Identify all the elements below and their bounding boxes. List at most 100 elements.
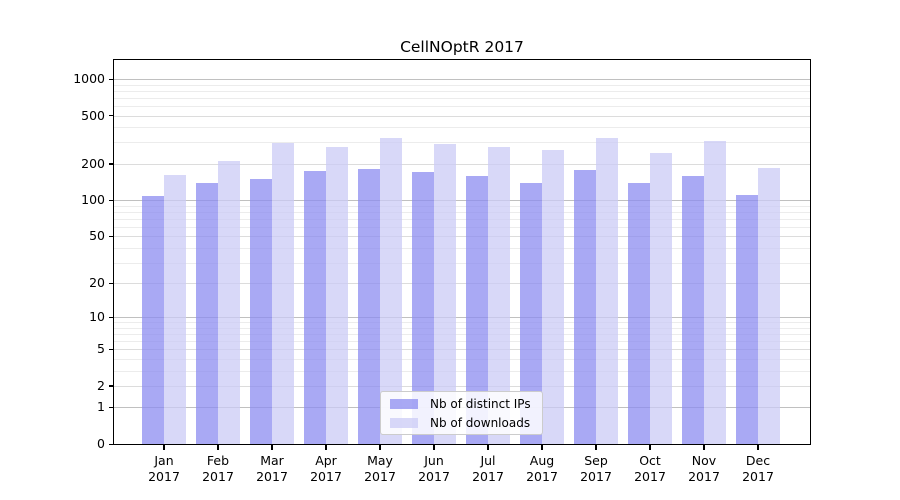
legend-label-downloads: Nb of downloads: [430, 415, 531, 430]
legend-entry-distinct-ips: Nb of distinct IPs: [381, 396, 542, 412]
y-tick-label-1: 1: [97, 399, 105, 415]
y-tick-mark-100: [109, 199, 114, 201]
bar-downloads-aug: [542, 150, 564, 444]
year-label: 2017: [310, 468, 342, 484]
legend-swatch-distinct-ips: [390, 398, 418, 409]
bar-downloads-feb: [218, 161, 240, 444]
bar-downloads-may: [380, 138, 402, 444]
year-label: 2017: [580, 468, 612, 484]
gridline-200: [114, 163, 810, 165]
bar-downloads-oct: [650, 152, 672, 444]
bar-distinct-ips-jan: [142, 196, 164, 444]
gridline-minor: [114, 226, 810, 228]
y-tick-label-2: 2: [97, 377, 105, 393]
gridline-minor: [114, 97, 810, 99]
x-tick-mark-apr: [325, 445, 327, 450]
plot-area: [114, 60, 810, 444]
bar-distinct-ips-sep: [574, 170, 596, 444]
gridline-1000: [114, 79, 810, 80]
y-tick-mark-10: [109, 316, 114, 319]
x-tick-label-nov: Nov 2017: [676, 453, 732, 484]
gridline-5: [114, 349, 810, 351]
gridline-minor: [114, 358, 810, 360]
gridline-minor: [114, 247, 810, 249]
bar-downloads-jan: [164, 174, 186, 444]
year-label: 2017: [526, 468, 558, 484]
y-tick-mark-200: [109, 163, 114, 165]
bar-distinct-ips-mar: [250, 179, 272, 444]
bar-distinct-ips-apr: [304, 171, 326, 444]
gridline-minor: [114, 370, 810, 372]
y-tick-mark-500: [109, 115, 114, 117]
y-tick-label-500: 500: [81, 107, 105, 123]
bar-distinct-ips-feb: [196, 183, 218, 444]
bar-downloads-mar: [272, 143, 294, 444]
bar-downloads-nov: [704, 141, 726, 444]
bar-distinct-ips-nov: [682, 176, 704, 444]
x-tick-mark-aug: [541, 445, 543, 450]
gridline-10: [114, 317, 810, 319]
y-tick-label-10: 10: [89, 309, 105, 325]
month-label: Feb: [206, 453, 230, 468]
gridline-minor: [114, 211, 810, 213]
month-label: Mar: [260, 453, 284, 468]
x-tick-mark-jul: [487, 445, 489, 450]
x-tick-label-jul: Jul 2017: [460, 453, 516, 484]
gridline-minor: [114, 84, 810, 86]
y-tick-mark-1: [109, 406, 114, 409]
gridline-2: [114, 385, 810, 387]
gridline-500: [114, 115, 810, 117]
y-tick-mark-5: [109, 348, 114, 351]
year-label: 2017: [364, 468, 396, 484]
x-tick-label-may: May 2017: [352, 453, 408, 484]
year-label: 2017: [742, 468, 774, 484]
x-tick-mark-jun: [433, 445, 435, 450]
legend-label-distinct-ips: Nb of distinct IPs: [430, 396, 531, 411]
x-tick-mark-feb: [217, 445, 219, 450]
year-label: 2017: [418, 468, 450, 484]
gridline-minor: [114, 105, 810, 107]
y-tick-label-0: 0: [97, 436, 105, 451]
x-tick-mark-jan: [163, 445, 165, 450]
bar-distinct-ips-oct: [628, 183, 650, 444]
bar-distinct-ips-may: [358, 168, 380, 444]
month-label: Aug: [529, 453, 555, 468]
x-tick-label-apr: Apr 2017: [298, 453, 354, 484]
bar-downloads-sep: [596, 137, 618, 444]
gridline-minor: [114, 341, 810, 343]
year-label: 2017: [256, 468, 288, 484]
year-label: 2017: [472, 468, 504, 484]
y-tick-mark-20: [109, 282, 114, 284]
x-tick-mark-nov: [703, 445, 705, 450]
y-tick-label-100: 100: [81, 192, 105, 208]
gridline-minor: [114, 327, 810, 329]
month-label: Oct: [639, 453, 661, 468]
y-tick-label-50: 50: [89, 228, 105, 244]
y-tick-label-5: 5: [97, 341, 105, 357]
bar-distinct-ips-aug: [520, 182, 542, 444]
gridline-minor: [114, 334, 810, 336]
gridline-minor: [114, 205, 810, 207]
gridline-100: [114, 200, 810, 202]
gridline-minor: [114, 142, 810, 144]
gridline-minor: [114, 218, 810, 220]
bar-downloads-jun: [434, 144, 456, 444]
month-label: Jun: [424, 453, 444, 468]
x-tick-label-dec: Dec 2017: [730, 453, 786, 484]
y-tick-label-200: 200: [81, 155, 105, 171]
gridline-20: [114, 283, 810, 285]
month-label: Jul: [480, 453, 496, 468]
gridline-50: [114, 236, 810, 238]
x-tick-label-feb: Feb 2017: [190, 453, 246, 484]
legend: Nb of distinct IPs Nb of downloads: [380, 391, 543, 435]
gridline-minor: [114, 90, 810, 92]
legend-entry-downloads: Nb of downloads: [381, 415, 542, 431]
month-label: Jan: [154, 453, 174, 468]
x-tick-mark-oct: [649, 445, 651, 450]
year-label: 2017: [148, 468, 180, 484]
year-label: 2017: [688, 468, 720, 484]
x-tick-mark-mar: [271, 445, 273, 450]
legend-swatch-downloads: [390, 417, 418, 428]
y-tick-label-1000: 1000: [73, 71, 105, 86]
month-label: May: [367, 453, 393, 468]
